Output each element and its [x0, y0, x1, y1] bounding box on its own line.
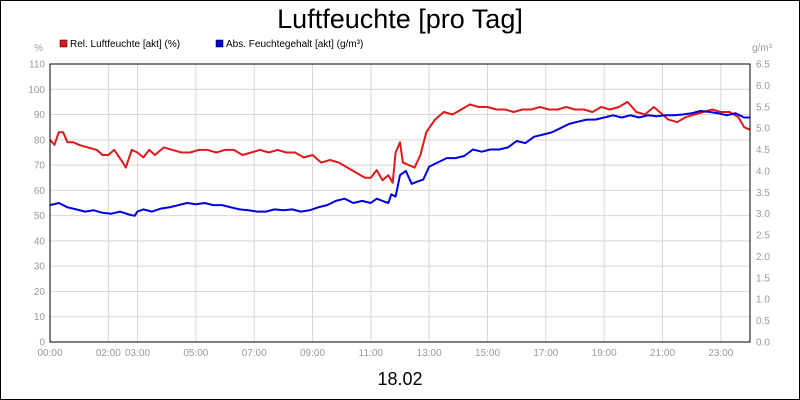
- x-tick-label: 23:00: [708, 348, 733, 359]
- x-tick-label: 13:00: [417, 348, 442, 359]
- grid: [49, 63, 750, 343]
- y-left-tick-label: 50: [34, 211, 46, 222]
- x-tick-label: 09:00: [300, 348, 325, 359]
- y-right-tick-label: 4.0: [756, 166, 770, 177]
- y-right-tick-label: 6.0: [756, 81, 770, 92]
- y-left-tick-label: 100: [28, 85, 45, 96]
- x-axis-label: 18.02: [377, 369, 422, 389]
- y-right-ticks: 0.0 0.5 1.0 1.5 2.0 2.5 3.0 3.5 4.0 4.5 5.0 5.5 6.0 6…: [756, 60, 770, 349]
- y-right-tick-label: 3.0: [756, 209, 770, 220]
- x-tick-label: 02:00: [96, 348, 121, 359]
- x-tick-label: 03:00: [125, 348, 150, 359]
- x-ticks: 00:00 02:00 03:00 05:00 07:00 09:00 11:00 13:00…: [37, 348, 733, 359]
- x-tick-label: 11:00: [359, 348, 384, 359]
- x-tick-label: 17:00: [533, 348, 558, 359]
- legend-label-abs: Abs. Feuchtegehalt [akt] (g/m³): [226, 39, 363, 50]
- y-left-tick-label: 10: [34, 312, 46, 323]
- y-right-tick-label: 2.5: [756, 231, 770, 242]
- y-right-tick-label: 4.5: [756, 145, 770, 156]
- legend: Rel. Luftfeuchte [akt] (%) Abs. Feuchteg…: [59, 39, 363, 50]
- y-right-tick-label: 5.5: [756, 102, 770, 113]
- y-right-tick-label: 3.5: [756, 188, 770, 199]
- y-left-unit: %: [34, 43, 43, 54]
- legend-swatch-abs: [215, 39, 224, 48]
- x-tick-label: 21:00: [650, 348, 675, 359]
- y-left-tick-label: 110: [29, 60, 45, 71]
- y-left-tick-label: 0: [39, 338, 45, 349]
- y-left-tick-label: 40: [34, 236, 46, 247]
- series-line-rel-humidity: [49, 100, 751, 184]
- y-right-tick-label: 0.5: [756, 316, 770, 327]
- y-right-tick-label: 1.5: [756, 273, 770, 284]
- plot-area-border: [49, 63, 751, 343]
- series-line-abs-humidity: [49, 110, 750, 217]
- x-tick-label: 07:00: [242, 348, 267, 359]
- y-right-tick-label: 0.0: [756, 338, 770, 349]
- y-right-tick-label: 6.5: [756, 60, 770, 71]
- x-tick-label: 19:00: [592, 348, 617, 359]
- y-left-tick-label: 20: [34, 287, 46, 298]
- y-right-tick-label: 1.0: [756, 295, 770, 306]
- chart-title: Luftfeuchte [pro Tag]: [277, 4, 523, 34]
- y-left-ticks: 0 10 20 30 40 50 60 70 80 90 100 110: [28, 60, 45, 349]
- y-right-tick-label: 5.0: [756, 124, 770, 135]
- x-tick-label: 00:00: [37, 348, 62, 359]
- y-right-unit: g/m³: [752, 43, 773, 54]
- y-left-tick-label: 60: [34, 186, 46, 197]
- x-tick-label: 15:00: [475, 348, 500, 359]
- legend-label-rel: Rel. Luftfeuchte [akt] (%): [70, 39, 180, 50]
- y-right-tick-label: 2.0: [756, 252, 770, 263]
- x-tick-label: 05:00: [183, 348, 208, 359]
- y-left-tick-label: 80: [34, 135, 46, 146]
- y-left-tick-label: 30: [34, 262, 46, 273]
- legend-swatch-rel: [59, 39, 68, 48]
- y-left-tick-label: 90: [34, 110, 46, 121]
- y-left-tick-label: 70: [34, 161, 46, 172]
- series-layer: [49, 100, 751, 217]
